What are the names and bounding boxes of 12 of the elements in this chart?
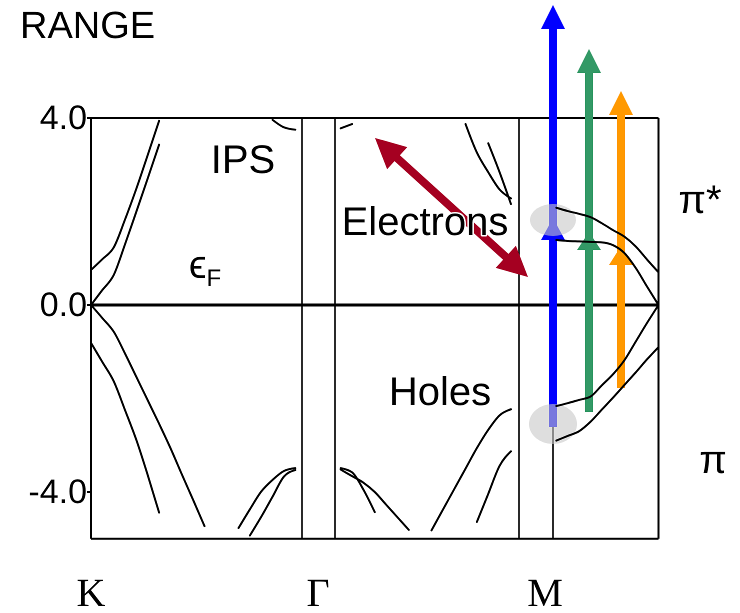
annotation: Holes bbox=[388, 370, 492, 414]
text: π bbox=[699, 438, 727, 482]
x-tick-label: Γ bbox=[306, 570, 330, 613]
text: π* bbox=[678, 178, 722, 222]
annotation: ϵ$_{F}$ bbox=[188, 243, 222, 292]
chart-title: RANGE bbox=[20, 5, 156, 47]
x-tick-label: K bbox=[76, 570, 106, 613]
y-tick-label: 0.0 bbox=[40, 286, 87, 324]
y-tick-label: 4.0 bbox=[40, 99, 87, 137]
y-tick-label: -4.0 bbox=[28, 473, 87, 511]
x-tick-label: M bbox=[527, 570, 563, 613]
annotation: IPS bbox=[210, 138, 276, 182]
